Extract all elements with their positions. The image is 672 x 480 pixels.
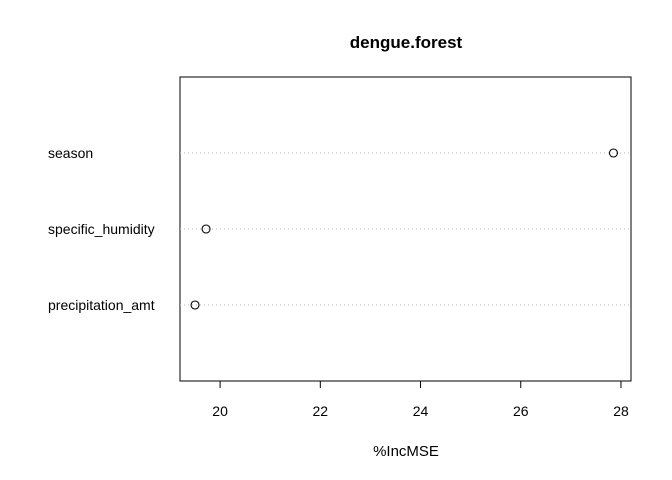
data-point — [190, 300, 200, 310]
x-axis-label: %IncMSE — [373, 443, 439, 460]
category-label: season — [48, 145, 93, 161]
grid-lines — [180, 152, 631, 306]
x-tick-label: 24 — [413, 403, 429, 419]
x-tick-label: 28 — [613, 403, 629, 419]
category-label: precipitation_amt — [48, 297, 155, 313]
data-point — [608, 148, 619, 158]
chart-title: dengue.forest — [350, 33, 463, 52]
data-point — [201, 224, 211, 234]
category-labels: season specific_humidity precipitation_amt — [48, 145, 155, 313]
x-tick-label: 26 — [513, 403, 529, 419]
x-tick-label: 22 — [313, 403, 329, 419]
category-label: specific_humidity — [48, 221, 155, 237]
data-points — [190, 148, 619, 310]
plot-frame — [179, 76, 632, 382]
x-tick-label: 20 — [212, 403, 228, 419]
x-axis: 20 22 24 26 28 — [212, 380, 629, 419]
